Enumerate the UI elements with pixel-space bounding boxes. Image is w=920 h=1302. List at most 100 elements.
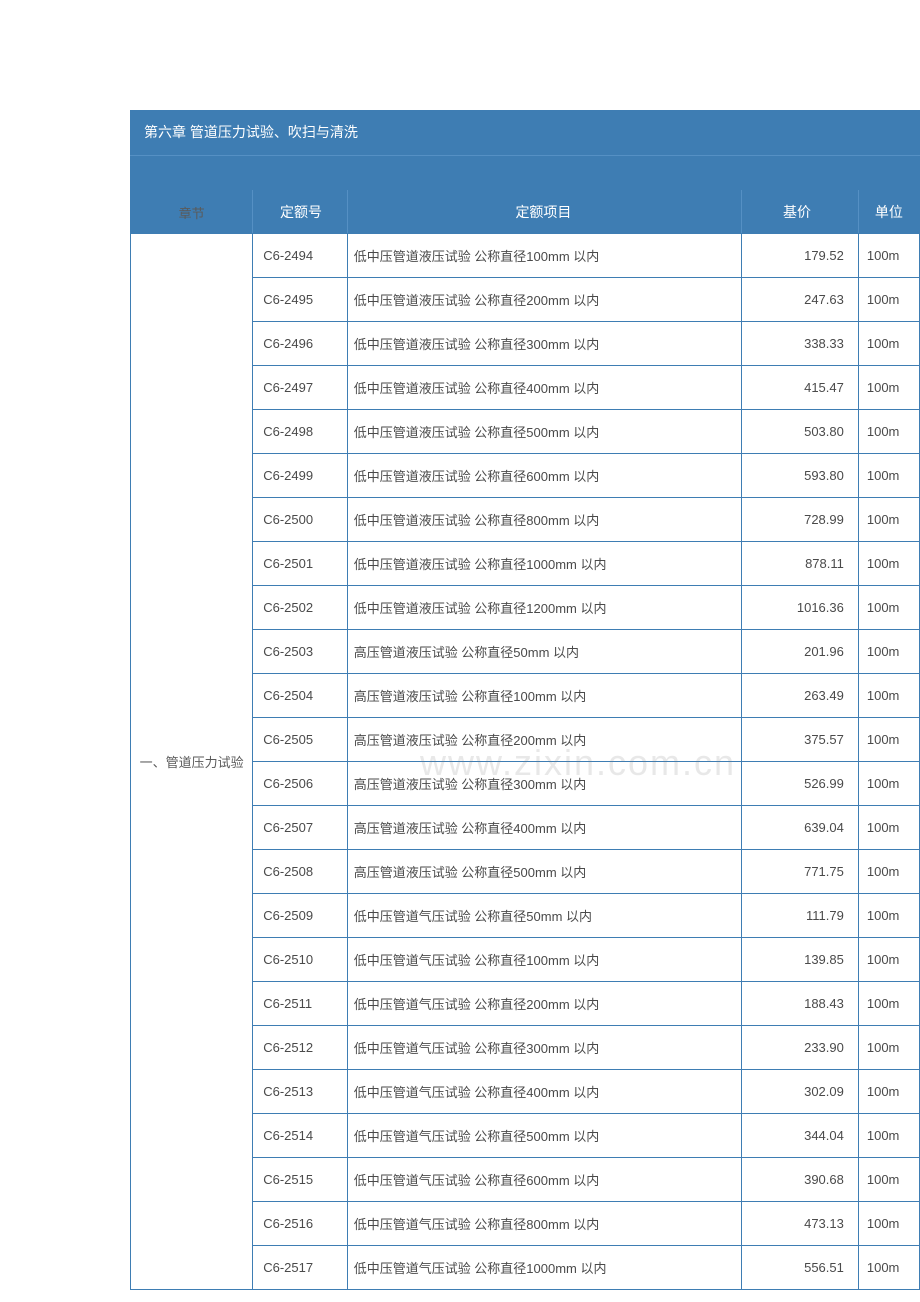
cell-unit: 100m <box>858 410 919 454</box>
cell-code: C6-2515 <box>253 1158 347 1202</box>
header-price: 基价 <box>742 191 859 234</box>
cell-code: C6-2504 <box>253 674 347 718</box>
cell-code: C6-2508 <box>253 850 347 894</box>
cell-code: C6-2498 <box>253 410 347 454</box>
cell-unit: 100m <box>858 1114 919 1158</box>
cell-unit: 100m <box>858 1070 919 1114</box>
cell-price: 338.33 <box>742 322 859 366</box>
cell-item: 高压管道液压试验 公称直径50mm 以内 <box>347 630 742 674</box>
cell-code: C6-2516 <box>253 1202 347 1246</box>
cell-item: 低中压管道液压试验 公称直径1000mm 以内 <box>347 542 742 586</box>
cell-price: 473.13 <box>742 1202 859 1246</box>
cell-code: C6-2499 <box>253 454 347 498</box>
cell-code: C6-2517 <box>253 1246 347 1290</box>
section-label: 一、管道压力试验 <box>131 234 253 1290</box>
cell-item: 低中压管道气压试验 公称直径100mm 以内 <box>347 938 742 982</box>
cell-unit: 100m <box>858 762 919 806</box>
cell-price: 111.79 <box>742 894 859 938</box>
cell-unit: 100m <box>858 630 919 674</box>
cell-unit: 100m <box>858 982 919 1026</box>
cell-item: 低中压管道气压试验 公称直径600mm 以内 <box>347 1158 742 1202</box>
cell-code: C6-2506 <box>253 762 347 806</box>
cell-item: 低中压管道液压试验 公称直径600mm 以内 <box>347 454 742 498</box>
cell-price: 263.49 <box>742 674 859 718</box>
cell-price: 503.80 <box>742 410 859 454</box>
cell-item: 低中压管道气压试验 公称直径500mm 以内 <box>347 1114 742 1158</box>
cell-code: C6-2514 <box>253 1114 347 1158</box>
cell-price: 526.99 <box>742 762 859 806</box>
cell-unit: 100m <box>858 1246 919 1290</box>
cell-unit: 100m <box>858 278 919 322</box>
table-body: 一、管道压力试验C6-2494低中压管道液压试验 公称直径100mm 以内179… <box>131 234 920 1290</box>
cell-item: 低中压管道气压试验 公称直径400mm 以内 <box>347 1070 742 1114</box>
cell-unit: 100m <box>858 454 919 498</box>
cell-price: 233.90 <box>742 1026 859 1070</box>
cell-price: 247.63 <box>742 278 859 322</box>
cell-unit: 100m <box>858 1158 919 1202</box>
cell-price: 344.04 <box>742 1114 859 1158</box>
cell-code: C6-2511 <box>253 982 347 1026</box>
cell-price: 771.75 <box>742 850 859 894</box>
cell-item: 低中压管道液压试验 公称直径200mm 以内 <box>347 278 742 322</box>
cell-unit: 100m <box>858 1026 919 1070</box>
header-code: 定额号 <box>253 191 347 234</box>
cell-item: 低中压管道液压试验 公称直径100mm 以内 <box>347 234 742 278</box>
cell-item: 低中压管道气压试验 公称直径1000mm 以内 <box>347 1246 742 1290</box>
cell-item: 低中压管道液压试验 公称直径500mm 以内 <box>347 410 742 454</box>
cell-item: 低中压管道气压试验 公称直径50mm 以内 <box>347 894 742 938</box>
cell-price: 188.43 <box>742 982 859 1026</box>
cell-code: C6-2505 <box>253 718 347 762</box>
quota-table: 章节 定额号 定额项目 基价 单位 一、管道压力试验C6-2494低中压管道液压… <box>130 190 920 1290</box>
cell-price: 556.51 <box>742 1246 859 1290</box>
cell-code: C6-2497 <box>253 366 347 410</box>
cell-unit: 100m <box>858 542 919 586</box>
cell-price: 179.52 <box>742 234 859 278</box>
cell-item: 高压管道液压试验 公称直径400mm 以内 <box>347 806 742 850</box>
spacer-row <box>130 155 920 190</box>
cell-item: 高压管道液压试验 公称直径200mm 以内 <box>347 718 742 762</box>
cell-unit: 100m <box>858 674 919 718</box>
cell-unit: 100m <box>858 938 919 982</box>
cell-unit: 100m <box>858 718 919 762</box>
cell-price: 1016.36 <box>742 586 859 630</box>
cell-price: 878.11 <box>742 542 859 586</box>
cell-item: 高压管道液压试验 公称直径100mm 以内 <box>347 674 742 718</box>
cell-code: C6-2496 <box>253 322 347 366</box>
cell-unit: 100m <box>858 498 919 542</box>
cell-item: 低中压管道气压试验 公称直径300mm 以内 <box>347 1026 742 1070</box>
cell-item: 低中压管道液压试验 公称直径400mm 以内 <box>347 366 742 410</box>
cell-price: 639.04 <box>742 806 859 850</box>
header-item: 定额项目 <box>347 191 742 234</box>
cell-price: 139.85 <box>742 938 859 982</box>
cell-code: C6-2510 <box>253 938 347 982</box>
cell-price: 201.96 <box>742 630 859 674</box>
cell-price: 302.09 <box>742 1070 859 1114</box>
header-chapter: 章节 <box>131 191 253 234</box>
cell-code: C6-2494 <box>253 234 347 278</box>
cell-unit: 100m <box>858 586 919 630</box>
cell-code: C6-2507 <box>253 806 347 850</box>
cell-price: 593.80 <box>742 454 859 498</box>
cell-code: C6-2501 <box>253 542 347 586</box>
cell-price: 375.57 <box>742 718 859 762</box>
chapter-title: 第六章 管道压力试验、吹扫与清洗 <box>130 110 920 155</box>
cell-unit: 100m <box>858 322 919 366</box>
table-row: 一、管道压力试验C6-2494低中压管道液压试验 公称直径100mm 以内179… <box>131 234 920 278</box>
cell-item: 低中压管道气压试验 公称直径200mm 以内 <box>347 982 742 1026</box>
table-container: www.zixin.com.cn 第六章 管道压力试验、吹扫与清洗 章节 定额号… <box>130 110 920 1290</box>
cell-unit: 100m <box>858 850 919 894</box>
cell-unit: 100m <box>858 894 919 938</box>
cell-item: 低中压管道液压试验 公称直径300mm 以内 <box>347 322 742 366</box>
cell-code: C6-2495 <box>253 278 347 322</box>
cell-code: C6-2512 <box>253 1026 347 1070</box>
cell-unit: 100m <box>858 1202 919 1246</box>
cell-code: C6-2513 <box>253 1070 347 1114</box>
cell-unit: 100m <box>858 234 919 278</box>
cell-item: 低中压管道液压试验 公称直径800mm 以内 <box>347 498 742 542</box>
cell-code: C6-2509 <box>253 894 347 938</box>
cell-code: C6-2502 <box>253 586 347 630</box>
cell-item: 低中压管道气压试验 公称直径800mm 以内 <box>347 1202 742 1246</box>
header-unit: 单位 <box>858 191 919 234</box>
cell-item: 高压管道液压试验 公称直径300mm 以内 <box>347 762 742 806</box>
header-row: 章节 定额号 定额项目 基价 单位 <box>131 191 920 234</box>
